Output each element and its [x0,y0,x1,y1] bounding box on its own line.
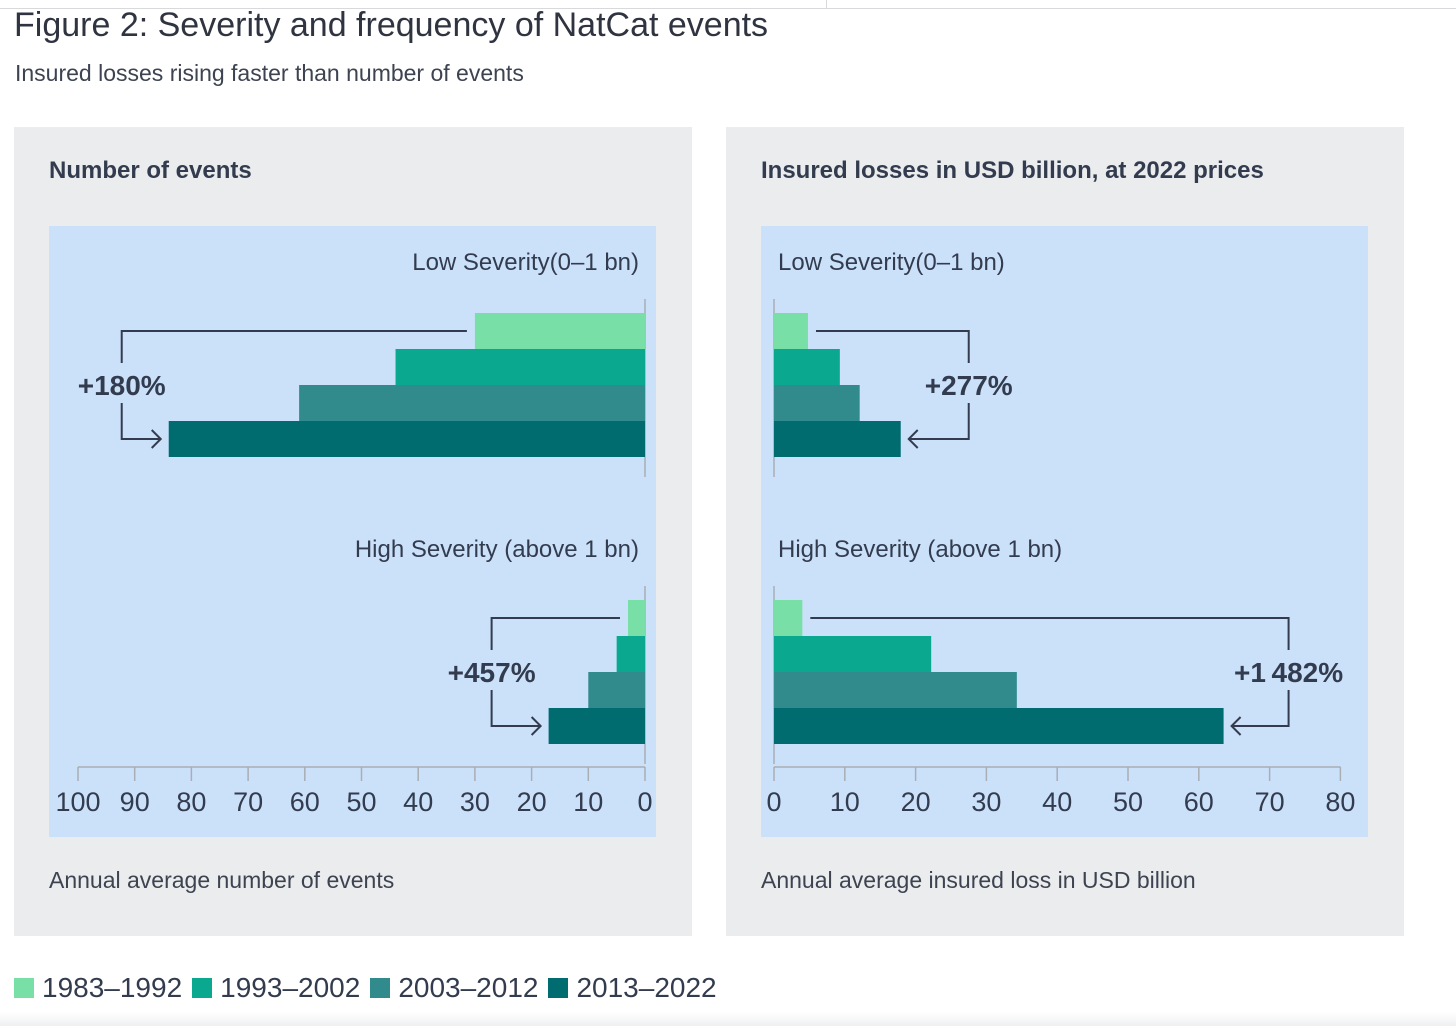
annotation-backdrop [69,363,174,403]
bar-low-severity [774,313,808,349]
x-tick-label: 20 [901,787,931,817]
legend-swatch [14,978,34,998]
events-chart: 0 10 20 30 40 50 60 70 80 90 100 Low Severity(0–1 b… [55,249,652,817]
x-tick-label: 90 [120,787,150,817]
losses-chart: 0 10 20 30 40 50 60 70 80 Low Severity(0–1 bn) +27… [766,249,1355,817]
x-tick-label: 40 [403,787,433,817]
legend-label: 1983–1992 [42,972,183,1003]
change-arrowhead [151,429,163,449]
annotation-backdrop [439,650,544,690]
x-tick-label: 10 [830,787,860,817]
losses-xaxis-label: Annual average insured loss in USD billi… [761,867,1196,893]
legend-swatch [548,978,569,998]
losses-panel-title: Insured losses in USD billion, at 2022 p… [761,157,1264,184]
x-tick-label: 30 [460,787,490,817]
figure-title: Figure 2: Severity and frequency of NatC… [14,6,769,44]
top-rule [0,8,1456,9]
bottom-shadow [0,1012,1456,1026]
losses-panel: Insured losses in USD billion, at 2022 p… [726,127,1404,936]
bar-low-severity [299,385,645,421]
legend: 1983–1992 1993–2002 2003–2012 2013–2022 [14,972,727,1004]
bar-high-severity [627,600,645,636]
legend-swatch [370,978,391,998]
bar-high-severity [774,672,1017,708]
bar-low-severity [168,421,645,457]
bar-low-severity [774,385,860,421]
x-tick-label: 100 [55,787,100,817]
x-tick-label: 0 [766,787,781,817]
x-tick-label: 10 [573,787,603,817]
top-rule-tick [826,0,827,9]
bar-low-severity [774,349,840,385]
change-annotation: +277% [925,370,1013,401]
x-tick-label: 0 [637,787,652,817]
group-label: High Severity (above 1 bn) [778,536,1062,563]
change-annotation: +180% [78,370,166,401]
legend-label: 1993–2002 [220,972,361,1003]
annotation-backdrop [1236,650,1341,690]
legend-item: 1983–1992 [14,972,182,1004]
group-label: Low Severity(0–1 bn) [778,249,1005,276]
x-tick-label: 20 [517,787,547,817]
bar-high-severity [616,636,645,672]
change-annotation: +457% [448,657,536,688]
x-tick-label: 80 [176,787,206,817]
x-tick-label: 60 [1184,787,1214,817]
x-tick-label: 30 [971,787,1001,817]
legend-label: 2003–2012 [398,972,539,1003]
group-label: High Severity (above 1 bn) [355,536,639,563]
x-tick-label: 60 [290,787,320,817]
change-arrowhead [907,429,919,449]
events-panel-title: Number of events [49,157,252,184]
change-arrowhead [530,716,543,736]
legend-label: 2013–2022 [576,972,717,1003]
legend-swatch [192,978,213,998]
bar-high-severity [774,600,803,636]
bar-high-severity [548,708,645,744]
x-tick-label: 40 [1042,787,1072,817]
x-tick-label: 80 [1325,787,1355,817]
legend-item: 2013–2022 [548,972,717,1004]
group-label: Low Severity(0–1 bn) [412,249,639,276]
x-tick-label: 70 [233,787,263,817]
x-tick-label: 50 [1113,787,1143,817]
annotation-backdrop [916,363,1021,403]
change-annotation: +1 482% [1234,657,1343,688]
bar-high-severity [588,672,645,708]
bar-low-severity [774,421,901,457]
bar-high-severity [774,708,1224,744]
legend-item: 2003–2012 [370,972,538,1004]
x-tick-label: 70 [1255,787,1285,817]
legend-item: 1993–2002 [192,972,360,1004]
x-tick-label: 50 [346,787,376,817]
figure-subtitle: Insured losses rising faster than number… [15,60,524,86]
change-arrowhead [1230,716,1242,736]
events-xaxis-label: Annual average number of events [49,867,395,893]
bar-high-severity [774,636,932,672]
events-panel: Number of events 0 10 20 30 40 50 60 70 80 90 100 L… [14,127,692,936]
bar-low-severity [395,349,645,385]
bar-low-severity [474,313,645,349]
